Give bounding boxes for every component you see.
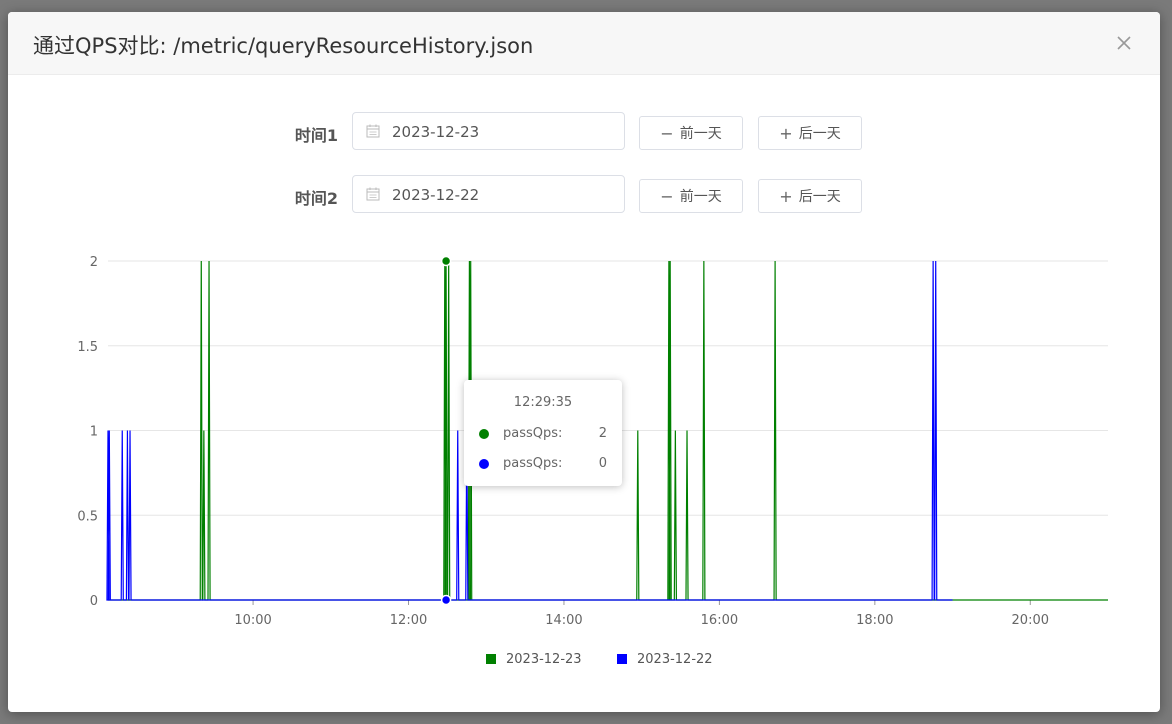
date-label-2: 时间2 xyxy=(294,189,338,208)
next-day-button-1[interactable]: + 后一天 xyxy=(758,116,862,150)
x-tick-label: 10:00 xyxy=(234,613,271,628)
tooltip-row-2: passQps: 0 xyxy=(479,456,607,472)
x-tick-label: 14:00 xyxy=(545,613,582,628)
tooltip-time: 12:29:35 xyxy=(513,395,573,410)
legend-swatch xyxy=(617,654,627,664)
prev-day-label: 前一天 xyxy=(679,189,722,205)
date-input-2[interactable] xyxy=(390,176,614,214)
chart-tooltip: 12:29:35 passQps: 2 passQps: 0 xyxy=(464,380,622,486)
date-input-1[interactable] xyxy=(390,113,614,151)
plus-icon: + xyxy=(779,186,793,206)
y-tick-label: 0 xyxy=(90,594,98,609)
tooltip-series-name: passQps: xyxy=(503,456,563,471)
date-row-1: 时间1 − 前一天 + 后一天 xyxy=(8,112,1160,152)
date-row-2: 时间2 − 前一天 + 后一天 xyxy=(8,175,1160,215)
y-tick-label: 1.5 xyxy=(77,340,98,355)
x-tick-label: 16:00 xyxy=(701,613,738,628)
prev-day-label: 前一天 xyxy=(679,126,722,142)
qps-line-chart[interactable]: 0 0.5 1 1.5 2 10:00 12:00 14:00 16:00 18:00 20:00 xyxy=(8,12,1160,712)
plus-icon: + xyxy=(779,123,793,143)
x-tick-label: 12:00 xyxy=(390,613,427,628)
prev-day-button-1[interactable]: − 前一天 xyxy=(639,116,743,150)
calendar-icon xyxy=(366,124,380,138)
calendar-icon xyxy=(366,187,380,201)
date-picker-1[interactable] xyxy=(352,112,625,151)
series-dot xyxy=(479,459,489,469)
hover-point-1 xyxy=(440,255,452,267)
minus-icon: − xyxy=(660,186,674,206)
hover-point-2 xyxy=(440,594,452,606)
legend-swatch xyxy=(486,654,496,664)
modal-title: 通过QPS对比: /metric/queryResourceHistory.js… xyxy=(33,34,534,58)
minus-icon: − xyxy=(660,123,674,143)
next-day-label: 后一天 xyxy=(798,126,841,142)
next-day-button-2[interactable]: + 后一天 xyxy=(758,179,862,213)
tooltip-series-name: passQps: xyxy=(503,426,563,441)
legend-label: 2023-12-23 xyxy=(506,652,582,667)
modal-header: 通过QPS对比: /metric/queryResourceHistory.js… xyxy=(8,12,1160,75)
tooltip-row-1: passQps: 2 xyxy=(479,426,607,442)
y-tick-label: 2 xyxy=(90,255,98,270)
legend-item-1[interactable]: 2023-12-23 xyxy=(486,652,582,667)
chart-legend: 2023-12-23 2023-12-22 xyxy=(8,652,1160,672)
series-line-1 xyxy=(108,260,1108,601)
tooltip-series-value: 2 xyxy=(598,426,607,441)
series-line-2 xyxy=(106,260,953,601)
y-tick-label: 0.5 xyxy=(77,509,98,524)
prev-day-button-2[interactable]: − 前一天 xyxy=(639,179,743,213)
date-label-1: 时间1 xyxy=(294,126,338,145)
qps-compare-modal: 通过QPS对比: /metric/queryResourceHistory.js… xyxy=(8,12,1160,712)
next-day-label: 后一天 xyxy=(798,189,841,205)
x-tick-label: 20:00 xyxy=(1012,613,1049,628)
close-icon[interactable] xyxy=(1115,34,1133,52)
legend-item-2[interactable]: 2023-12-22 xyxy=(617,652,713,667)
tooltip-series-value: 0 xyxy=(598,456,607,471)
date-picker-2[interactable] xyxy=(352,175,625,214)
legend-label: 2023-12-22 xyxy=(637,652,713,667)
series-dot xyxy=(479,429,489,439)
x-tick-label: 18:00 xyxy=(856,613,893,628)
y-tick-label: 1 xyxy=(90,425,98,440)
